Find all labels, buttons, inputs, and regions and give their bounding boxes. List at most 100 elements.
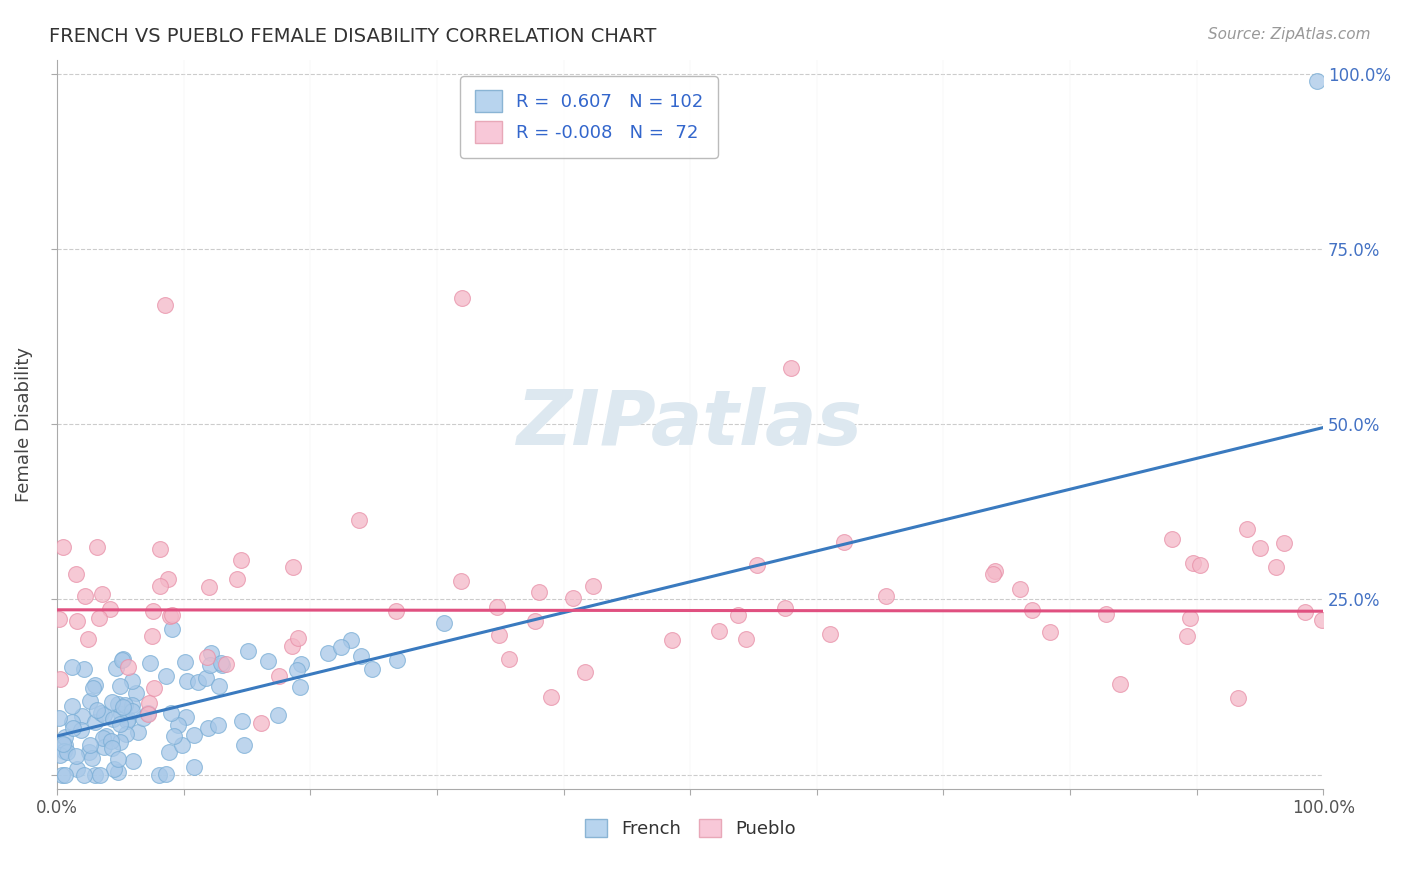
- Point: [65, 748, 87, 763]
- Point: [48, 711, 70, 725]
- Point: [527, 584, 550, 599]
- Point: [121, 673, 143, 688]
- Point: [238, 644, 260, 658]
- Point: [73, 662, 96, 676]
- Point: [350, 649, 373, 664]
- Point: [77, 745, 100, 759]
- Point: [62, 721, 84, 735]
- Point: [574, 665, 596, 679]
- Point: [110, 679, 132, 693]
- Point: [114, 727, 136, 741]
- Point: [53, 730, 76, 744]
- Point: [93, 740, 115, 755]
- Point: [195, 649, 218, 664]
- Point: [250, 716, 273, 731]
- Point: [267, 708, 290, 723]
- Point: [385, 653, 408, 667]
- Point: [148, 767, 170, 781]
- Point: [540, 690, 562, 704]
- Point: [176, 673, 198, 688]
- Point: [661, 633, 683, 648]
- Point: [136, 706, 159, 721]
- Point: [121, 754, 143, 768]
- Point: [66, 614, 89, 628]
- Point: [183, 760, 205, 774]
- Point: [100, 734, 122, 748]
- Point: [498, 652, 520, 666]
- Point: [1010, 582, 1032, 597]
- Point: [285, 663, 308, 677]
- Text: Source: ZipAtlas.com: Source: ZipAtlas.com: [1208, 27, 1371, 42]
- Point: [451, 291, 474, 305]
- Point: [160, 706, 183, 720]
- Point: [198, 658, 221, 673]
- Point: [488, 628, 510, 642]
- Point: [65, 566, 87, 581]
- Point: [73, 589, 96, 603]
- Point: [208, 679, 231, 693]
- Point: [155, 669, 177, 683]
- Point: [211, 658, 233, 673]
- Point: [82, 681, 104, 695]
- Point: [107, 697, 129, 711]
- Point: [257, 654, 280, 668]
- Point: [194, 671, 217, 685]
- Point: [53, 738, 76, 752]
- Point: [159, 609, 181, 624]
- Point: [60, 698, 83, 713]
- Point: [433, 615, 456, 630]
- Point: [347, 513, 370, 527]
- Point: [1294, 605, 1316, 619]
- Point: [773, 600, 796, 615]
- Point: [160, 608, 183, 623]
- Point: [214, 657, 236, 671]
- Point: [142, 604, 165, 618]
- Point: [111, 653, 134, 667]
- Point: [174, 710, 197, 724]
- Point: [385, 604, 408, 618]
- Point: [117, 712, 139, 726]
- Point: [167, 717, 190, 731]
- Point: [1039, 624, 1062, 639]
- Point: [287, 631, 309, 645]
- Point: [832, 535, 855, 549]
- Point: [1264, 559, 1286, 574]
- Point: [747, 558, 769, 572]
- Point: [288, 680, 311, 694]
- Point: [139, 657, 162, 671]
- Point: [450, 574, 472, 588]
- Point: [87, 611, 110, 625]
- Point: [267, 669, 290, 683]
- Point: [1182, 556, 1205, 570]
- Y-axis label: Female Disability: Female Disability: [15, 347, 32, 501]
- Point: [983, 566, 1005, 581]
- Point: [197, 721, 219, 735]
- Point: [138, 696, 160, 710]
- Point: [136, 706, 159, 721]
- Point: [48, 612, 70, 626]
- Point: [1095, 607, 1118, 622]
- Point: [79, 738, 101, 752]
- Text: FRENCH VS PUEBLO FEMALE DISABILITY CORRELATION CHART: FRENCH VS PUEBLO FEMALE DISABILITY CORRE…: [49, 27, 657, 45]
- Point: [52, 540, 75, 554]
- Point: [80, 751, 103, 765]
- Point: [117, 660, 139, 674]
- Point: [104, 661, 127, 675]
- Point: [582, 579, 605, 593]
- Point: [1180, 611, 1202, 625]
- Point: [124, 686, 146, 700]
- Point: [157, 572, 180, 586]
- Point: [187, 674, 209, 689]
- Point: [172, 738, 194, 752]
- Point: [329, 640, 352, 655]
- Point: [283, 559, 305, 574]
- Point: [1021, 603, 1043, 617]
- Point: [66, 762, 89, 776]
- Point: [91, 587, 114, 601]
- Point: [524, 614, 547, 628]
- Point: [1188, 558, 1211, 573]
- Point: [290, 657, 312, 671]
- Point: [51, 767, 73, 781]
- Point: [107, 764, 129, 779]
- Point: [108, 735, 131, 749]
